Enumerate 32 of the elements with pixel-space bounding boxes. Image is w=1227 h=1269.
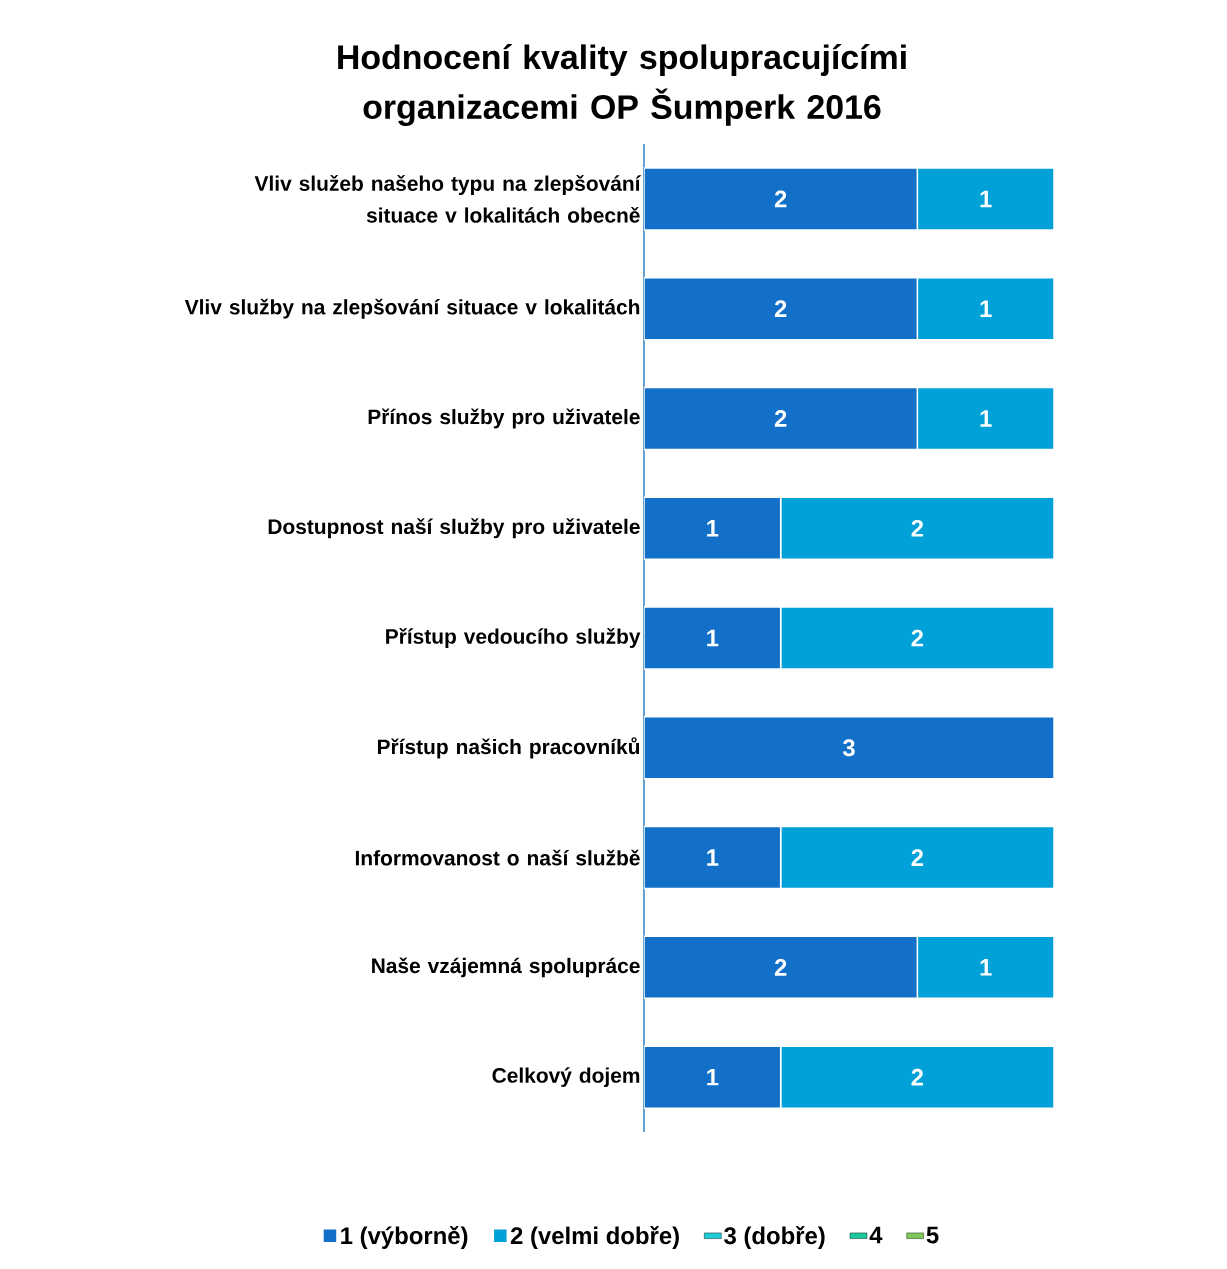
data-label: 1: [980, 410, 992, 427]
y-tick-label: Celkový dojem: [492, 1067, 640, 1087]
y-tick-label: Přínos služby pro uživatele: [368, 408, 640, 429]
legend-label: 5: [926, 1226, 939, 1244]
data-label: 1: [707, 629, 719, 647]
y-tick-label: Přístup našich pracovníků: [377, 737, 640, 759]
y-tick-label: Vliv služby na zlepšování situace v lokalitách: [184, 298, 640, 319]
y-tick-label: Naše vzájemná spolupráce: [372, 957, 640, 978]
data-label: 1: [980, 959, 992, 976]
data-label: 1: [707, 849, 719, 866]
data-label: 2: [911, 629, 924, 647]
data-label: 1: [707, 520, 719, 537]
legend-label: 4: [869, 1226, 883, 1244]
legend-label: 3 (dobře): [724, 1226, 825, 1249]
data-label: 1: [980, 300, 992, 317]
legend-label: 1 (výborně): [341, 1226, 468, 1249]
data-label: 2: [774, 410, 787, 427]
legend-label: 2 (velmi dobře): [510, 1226, 679, 1249]
data-label: 1: [980, 190, 992, 208]
data-label: 2: [774, 300, 787, 318]
data-label: 3: [842, 739, 855, 757]
data-label: 2: [774, 959, 787, 976]
data-label: 1: [707, 1068, 719, 1086]
data-label: 2: [911, 849, 924, 866]
data-label: 2: [911, 1068, 924, 1086]
data-label: 2: [911, 519, 924, 537]
data-label: 2: [774, 190, 787, 208]
y-tick-label: Přístup vedoucího služby: [386, 628, 641, 649]
y-tick-label: Vliv služeb našeho typu na zlepšování situace v lokalitách obecně: [254, 175, 642, 223]
chart-title: Hodnocení kvality spolupracujícími organizacemi OP Šumperk 2016: [338, 44, 906, 126]
y-tick-label: Informovanost o naší službě: [355, 849, 640, 866]
y-tick-label: Dostupnost naší služby pro uživatele: [268, 518, 640, 539]
